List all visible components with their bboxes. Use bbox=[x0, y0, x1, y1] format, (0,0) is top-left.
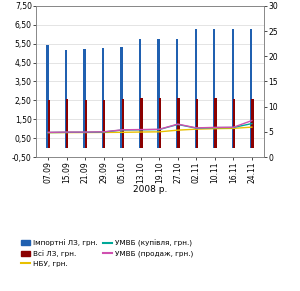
Bar bbox=[159, 97, 161, 148]
Bar bbox=[232, 29, 234, 148]
Bar bbox=[213, 29, 215, 148]
Bar bbox=[85, 100, 87, 148]
Bar bbox=[251, 98, 253, 148]
Bar bbox=[194, 29, 197, 148]
Bar bbox=[120, 47, 123, 148]
Bar bbox=[66, 100, 68, 148]
Bar bbox=[250, 29, 252, 148]
Bar bbox=[139, 39, 141, 148]
Bar bbox=[233, 100, 235, 148]
X-axis label: 2008 р.: 2008 р. bbox=[133, 184, 167, 194]
Bar bbox=[83, 49, 85, 148]
Bar bbox=[176, 39, 178, 148]
Bar bbox=[48, 100, 50, 148]
Bar bbox=[158, 39, 160, 148]
Bar bbox=[196, 98, 198, 148]
Bar bbox=[214, 97, 217, 148]
Bar bbox=[122, 100, 124, 148]
Bar bbox=[177, 97, 180, 148]
Bar bbox=[103, 100, 106, 148]
Bar bbox=[140, 97, 142, 148]
Legend: Імпортні ЛЗ, грн., Всі ЛЗ, грн., НБУ, грн., УМВБ (купівля, грн.), УМВБ (продаж, : Імпортні ЛЗ, грн., Всі ЛЗ, грн., НБУ, гр… bbox=[21, 239, 193, 267]
Bar bbox=[46, 45, 49, 148]
Bar bbox=[65, 50, 67, 148]
Bar bbox=[102, 48, 104, 148]
